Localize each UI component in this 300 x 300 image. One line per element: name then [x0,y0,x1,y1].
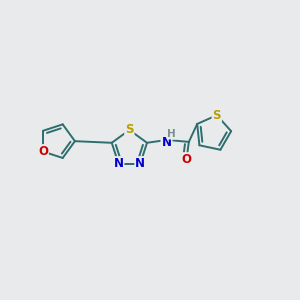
Text: S: S [125,124,134,136]
Text: H: H [167,129,176,139]
Text: N: N [113,157,124,170]
Text: S: S [212,109,221,122]
Text: N: N [161,136,172,149]
Text: O: O [38,145,48,158]
Text: O: O [182,153,191,166]
Text: N: N [135,157,145,170]
